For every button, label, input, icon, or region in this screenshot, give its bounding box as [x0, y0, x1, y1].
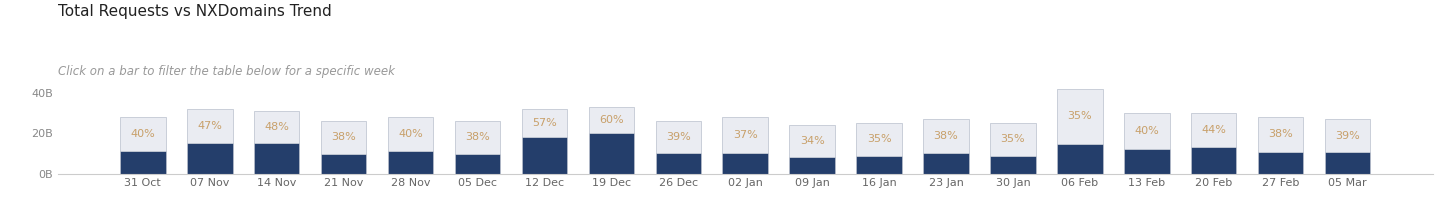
Bar — [589, 107, 634, 133]
Text: 44%: 44% — [1201, 125, 1225, 135]
Bar — [120, 151, 166, 174]
Text: 35%: 35% — [1067, 111, 1092, 121]
Text: 57%: 57% — [531, 118, 557, 128]
Bar — [923, 153, 969, 174]
Text: 40%: 40% — [1135, 126, 1159, 136]
Bar — [1325, 119, 1371, 152]
Text: Click on a bar to filter the table below for a specific week: Click on a bar to filter the table below… — [58, 65, 395, 78]
Bar — [991, 156, 1035, 174]
Bar — [387, 151, 433, 174]
Bar — [857, 123, 901, 156]
Bar — [1057, 89, 1103, 144]
Text: 37%: 37% — [733, 130, 757, 140]
Bar — [789, 157, 835, 174]
Text: 34%: 34% — [799, 136, 825, 146]
Bar — [187, 109, 232, 143]
Text: 47%: 47% — [197, 121, 222, 131]
Bar — [521, 137, 567, 174]
Text: 38%: 38% — [933, 131, 959, 141]
Bar — [253, 143, 300, 174]
Bar — [1325, 152, 1371, 174]
Bar — [923, 119, 969, 153]
Bar — [521, 109, 567, 137]
Text: 40%: 40% — [399, 129, 423, 139]
Bar — [589, 133, 634, 174]
Text: 35%: 35% — [867, 134, 891, 145]
Text: 60%: 60% — [599, 115, 624, 125]
Bar — [991, 123, 1035, 156]
Bar — [723, 153, 768, 174]
Bar — [723, 117, 768, 153]
Text: 48%: 48% — [265, 122, 289, 132]
Bar — [321, 121, 366, 154]
Bar — [789, 125, 835, 157]
Bar — [1259, 117, 1303, 152]
Bar — [655, 153, 701, 174]
Bar — [1125, 149, 1169, 174]
Bar — [455, 154, 500, 174]
Text: 38%: 38% — [465, 132, 490, 142]
Bar — [1057, 144, 1103, 174]
Text: 40%: 40% — [131, 129, 156, 139]
Bar — [1259, 152, 1303, 174]
Bar — [455, 121, 500, 154]
Bar — [187, 143, 232, 174]
Bar — [321, 154, 366, 174]
Bar — [1191, 113, 1237, 147]
Bar — [1191, 147, 1237, 174]
Bar — [655, 121, 701, 153]
Bar — [387, 117, 433, 151]
Text: 38%: 38% — [331, 132, 356, 142]
Text: 39%: 39% — [1335, 131, 1359, 141]
Bar — [253, 111, 300, 143]
Bar — [857, 156, 901, 174]
Text: Total Requests vs NXDomains Trend: Total Requests vs NXDomains Trend — [58, 4, 331, 19]
Bar — [1125, 113, 1169, 149]
Text: 39%: 39% — [665, 132, 691, 142]
Text: 35%: 35% — [1001, 134, 1025, 145]
Bar — [120, 117, 166, 151]
Text: 38%: 38% — [1269, 130, 1293, 140]
